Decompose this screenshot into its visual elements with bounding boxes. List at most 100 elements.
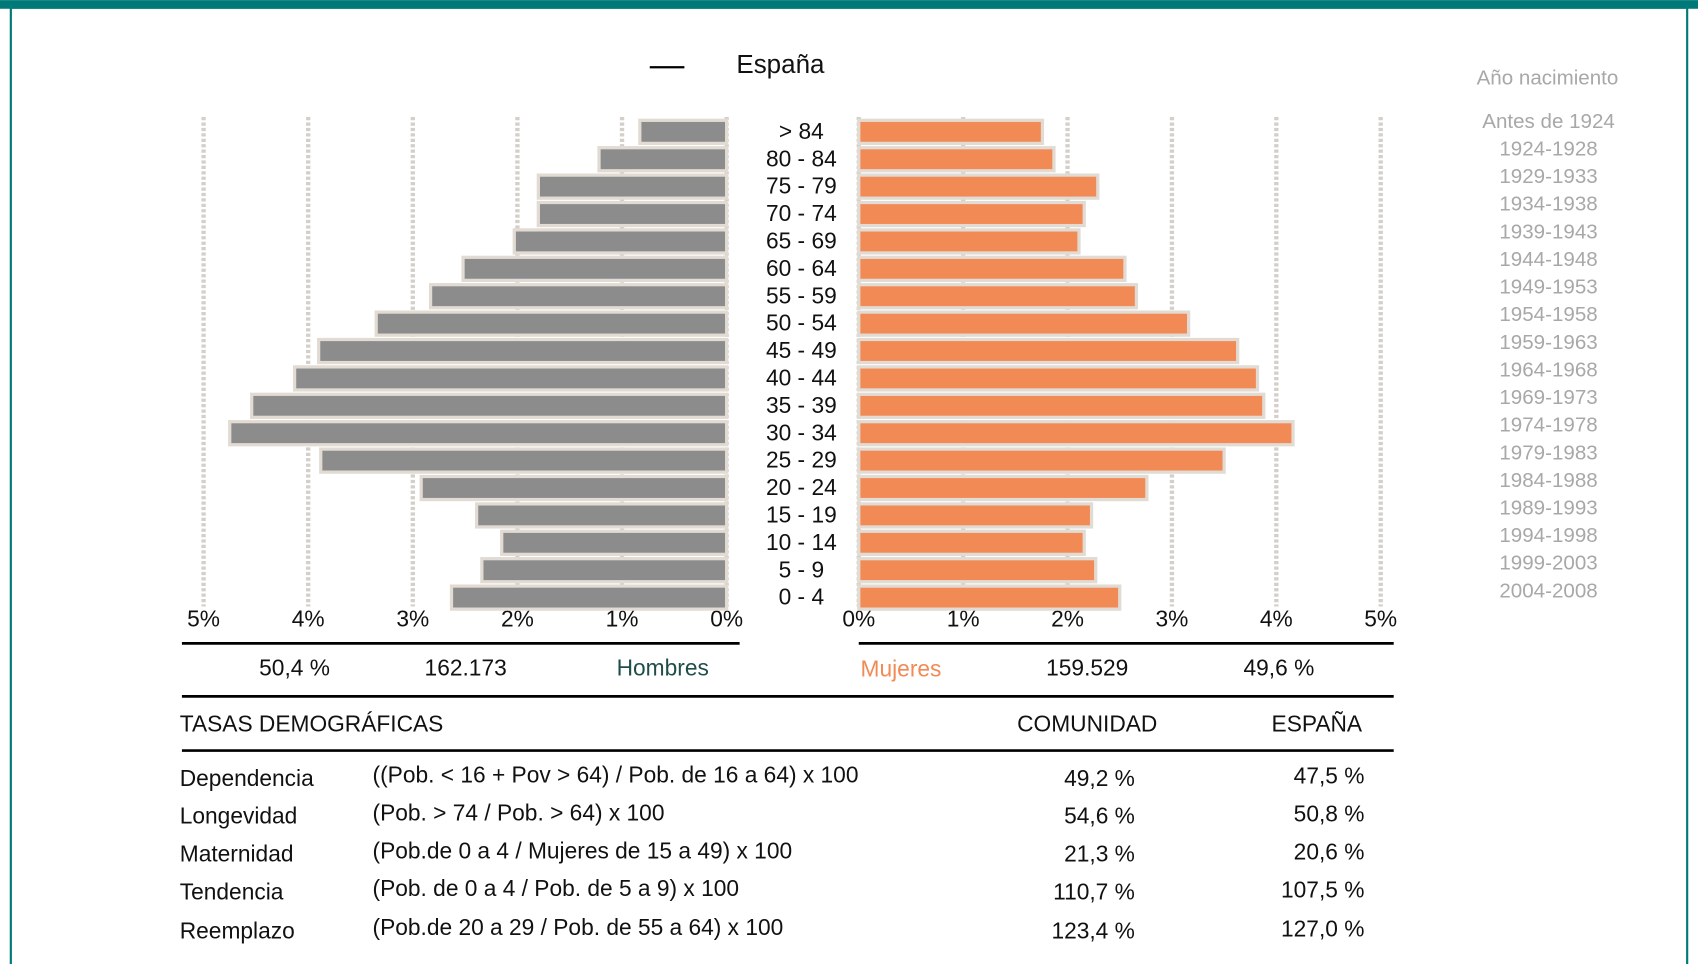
rate-name: Tendencia (180, 879, 284, 905)
rate-spain: 50,8 % (1294, 801, 1365, 827)
age-label: 45 - 49 (766, 337, 837, 363)
bar (292, 365, 729, 392)
bar (857, 584, 1122, 611)
bar (536, 173, 729, 200)
male-label: Hombres (617, 654, 709, 680)
bar (512, 228, 729, 255)
birth-year: 1959-1963 (1499, 331, 1597, 354)
bar (228, 420, 729, 447)
birth-year: 1954-1958 (1499, 303, 1597, 326)
bar (857, 228, 1081, 255)
bar (857, 200, 1086, 228)
birth-year: 1944-1948 (1499, 248, 1597, 271)
birth-year: 1929-1933 (1499, 165, 1597, 188)
rate-formula: (Pob. de 0 a 4 / Pob. de 5 a 9) x 100 (373, 875, 740, 901)
column-header: ESPAÑA (1272, 711, 1363, 737)
bar (857, 420, 1295, 447)
bar (250, 392, 729, 419)
bar (480, 557, 729, 584)
rate-formula: ((Pob. < 16 + Pov > 64) / Pob. de 16 a 6… (373, 762, 859, 788)
rate-community: 49,2 % (1064, 765, 1135, 791)
bar (317, 337, 729, 365)
rate-community: 21,3 % (1064, 841, 1135, 867)
birth-year: 1949-1953 (1499, 276, 1597, 299)
birth-year: 1924-1928 (1499, 138, 1597, 161)
x-tick-label: 3% (396, 606, 429, 632)
age-label: 35 - 39 (766, 392, 837, 418)
male-total: 162.173 (425, 654, 507, 680)
bar (597, 146, 729, 173)
bar (419, 474, 729, 502)
birth-year: 1934-1938 (1499, 193, 1597, 216)
birth-years-title: Año nacimiento (1477, 67, 1619, 90)
age-label: 20 - 24 (766, 474, 837, 500)
female-label: Mujeres (861, 655, 942, 681)
rate-formula: (Pob.de 0 a 4 / Mujeres de 15 a 49) x 10… (373, 837, 793, 863)
age-label: 0 - 4 (779, 584, 825, 610)
column-header: COMUNIDAD (1017, 711, 1157, 737)
bar (428, 283, 729, 310)
bar (857, 173, 1100, 200)
rate-spain: 47,5 % (1294, 763, 1365, 789)
age-label: 25 - 29 (766, 447, 837, 473)
age-label: 5 - 9 (779, 556, 825, 582)
birth-year: 1969-1973 (1499, 386, 1597, 409)
age-label: 80 - 84 (766, 145, 837, 171)
birth-year: Antes de 1924 (1482, 110, 1615, 133)
x-tick-label: 4% (1260, 606, 1293, 632)
age-label: 50 - 54 (766, 310, 837, 336)
birth-year: 2004-2008 (1499, 579, 1597, 602)
birth-year: 1939-1943 (1499, 220, 1597, 243)
female-share: 49,6 % (1244, 654, 1315, 680)
rate-name: Reemplazo (180, 917, 295, 943)
age-label: 70 - 74 (766, 200, 837, 226)
birth-year: 1994-1998 (1499, 524, 1597, 547)
bar (374, 310, 729, 337)
age-label: 65 - 69 (766, 228, 837, 254)
bar (857, 146, 1056, 173)
age-label: 15 - 19 (766, 501, 837, 527)
birth-year: 1964-1968 (1499, 358, 1597, 381)
bar (857, 392, 1266, 419)
male-share: 50,4 % (259, 654, 330, 680)
rates-title: TASAS DEMOGRÁFICAS (180, 711, 444, 737)
x-tick-label: 5% (1364, 606, 1397, 632)
x-tick-label: 4% (292, 606, 325, 632)
rate-name: Longevidad (180, 803, 298, 829)
birth-year: 1984-1988 (1499, 469, 1597, 492)
bar (474, 502, 729, 529)
bar (857, 310, 1191, 337)
bar (857, 365, 1260, 392)
bar (449, 584, 729, 611)
bar (536, 200, 729, 228)
female-total: 159.529 (1046, 654, 1128, 680)
age-label: 10 - 14 (766, 529, 837, 555)
bar (857, 557, 1098, 584)
rate-community: 54,6 % (1064, 803, 1135, 829)
top-frame (0, 0, 1698, 9)
rate-community: 123,4 % (1051, 917, 1134, 943)
bar (857, 474, 1149, 502)
rate-name: Dependencia (180, 765, 314, 791)
age-label: 60 - 64 (766, 255, 837, 281)
bar (857, 502, 1094, 529)
bar (857, 255, 1127, 282)
legend-label: España (736, 49, 825, 79)
rate-formula: (Pob.de 20 a 29 / Pob. de 55 a 64) x 100 (373, 914, 784, 940)
bar (857, 283, 1139, 310)
bar (857, 447, 1226, 474)
bar (857, 118, 1045, 145)
birth-year: 1989-1993 (1499, 497, 1597, 520)
birth-year: 1979-1983 (1499, 441, 1597, 464)
rate-spain: 20,6 % (1294, 838, 1365, 864)
x-tick-label: 3% (1155, 606, 1188, 632)
bar (857, 529, 1086, 556)
age-label: 40 - 44 (766, 365, 837, 391)
rate-spain: 107,5 % (1281, 876, 1364, 902)
bar (461, 255, 729, 282)
x-tick-label: 5% (187, 606, 220, 632)
birth-year: 1974-1978 (1499, 414, 1597, 437)
birth-year: 1999-2003 (1499, 552, 1597, 575)
age-label: 55 - 59 (766, 282, 837, 308)
